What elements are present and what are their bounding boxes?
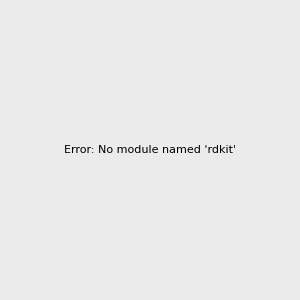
Text: Error: No module named 'rdkit': Error: No module named 'rdkit' bbox=[64, 145, 236, 155]
